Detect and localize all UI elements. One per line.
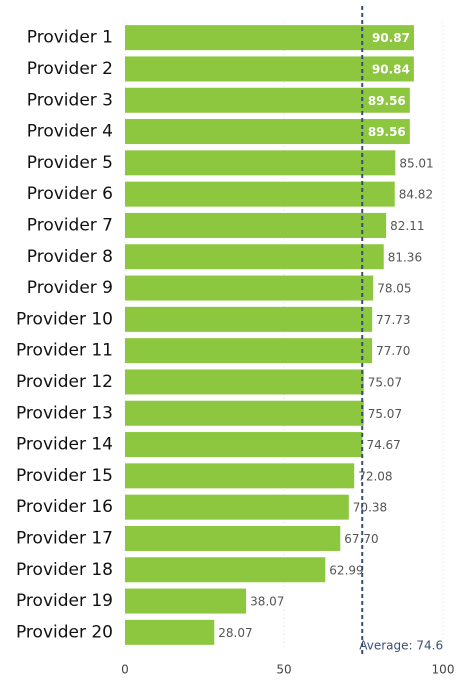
value-label: 62.99 [329, 563, 363, 577]
bar [125, 338, 373, 364]
category-label: Provider 11 [16, 341, 113, 361]
value-label: 78.05 [377, 282, 411, 296]
category-label: Provider 2 [27, 59, 113, 79]
category-label: Provider 9 [27, 278, 113, 298]
category-label: Provider 10 [16, 309, 113, 329]
value-label: 28.07 [218, 626, 252, 640]
x-tick-label: 100 [432, 663, 455, 677]
value-label-inside: 90.84 [372, 62, 410, 76]
category-label: Provider 8 [27, 247, 113, 267]
value-label: 81.36 [388, 250, 422, 264]
bar [125, 25, 414, 51]
bar [125, 463, 355, 489]
value-label: 85.01 [399, 156, 433, 170]
value-label-inside: 89.56 [368, 94, 406, 108]
category-label: Provider 7 [27, 215, 113, 235]
category-label: Provider 18 [16, 560, 113, 580]
category-label: Provider 17 [16, 528, 113, 548]
bar [125, 557, 326, 583]
bar [125, 494, 349, 520]
category-label: Provider 6 [27, 184, 113, 204]
category-label: Provider 15 [16, 466, 113, 486]
value-label: 84.82 [399, 188, 433, 202]
bar [125, 432, 363, 458]
category-label: Provider 19 [16, 591, 113, 611]
value-label-inside: 89.56 [368, 125, 406, 139]
x-tick-label: 0 [121, 663, 129, 677]
value-label: 70.38 [353, 501, 387, 515]
category-label: Provider 14 [16, 435, 113, 455]
bar [125, 150, 396, 176]
bar [125, 619, 215, 645]
value-label: 74.67 [366, 438, 400, 452]
bar [125, 56, 414, 82]
category-label: Provider 1 [27, 28, 113, 48]
bar [125, 275, 374, 301]
category-label: Provider 12 [16, 372, 113, 392]
value-label: 75.07 [368, 407, 402, 421]
category-label: Provider 4 [27, 122, 113, 142]
value-label: 82.11 [390, 219, 424, 233]
bar [125, 212, 387, 238]
value-label-inside: 90.87 [372, 31, 410, 45]
bar [125, 400, 364, 426]
bar [125, 306, 373, 332]
category-label: Provider 16 [16, 497, 113, 517]
value-label: 38.07 [250, 595, 284, 609]
bar [125, 244, 384, 270]
bar [125, 181, 395, 207]
bar [125, 369, 364, 395]
value-label: 72.08 [358, 469, 392, 483]
category-label: Provider 5 [27, 153, 113, 173]
value-label: 77.73 [376, 313, 410, 327]
category-label: Provider 20 [16, 622, 113, 642]
bar [125, 525, 341, 551]
bar [125, 588, 247, 614]
category-label: Provider 13 [16, 403, 113, 423]
category-label: Provider 3 [27, 90, 113, 110]
average-label: Average: 74.6 [359, 639, 443, 653]
value-label: 75.07 [368, 375, 402, 389]
value-label: 77.70 [376, 344, 410, 358]
x-tick-label: 50 [276, 663, 291, 677]
